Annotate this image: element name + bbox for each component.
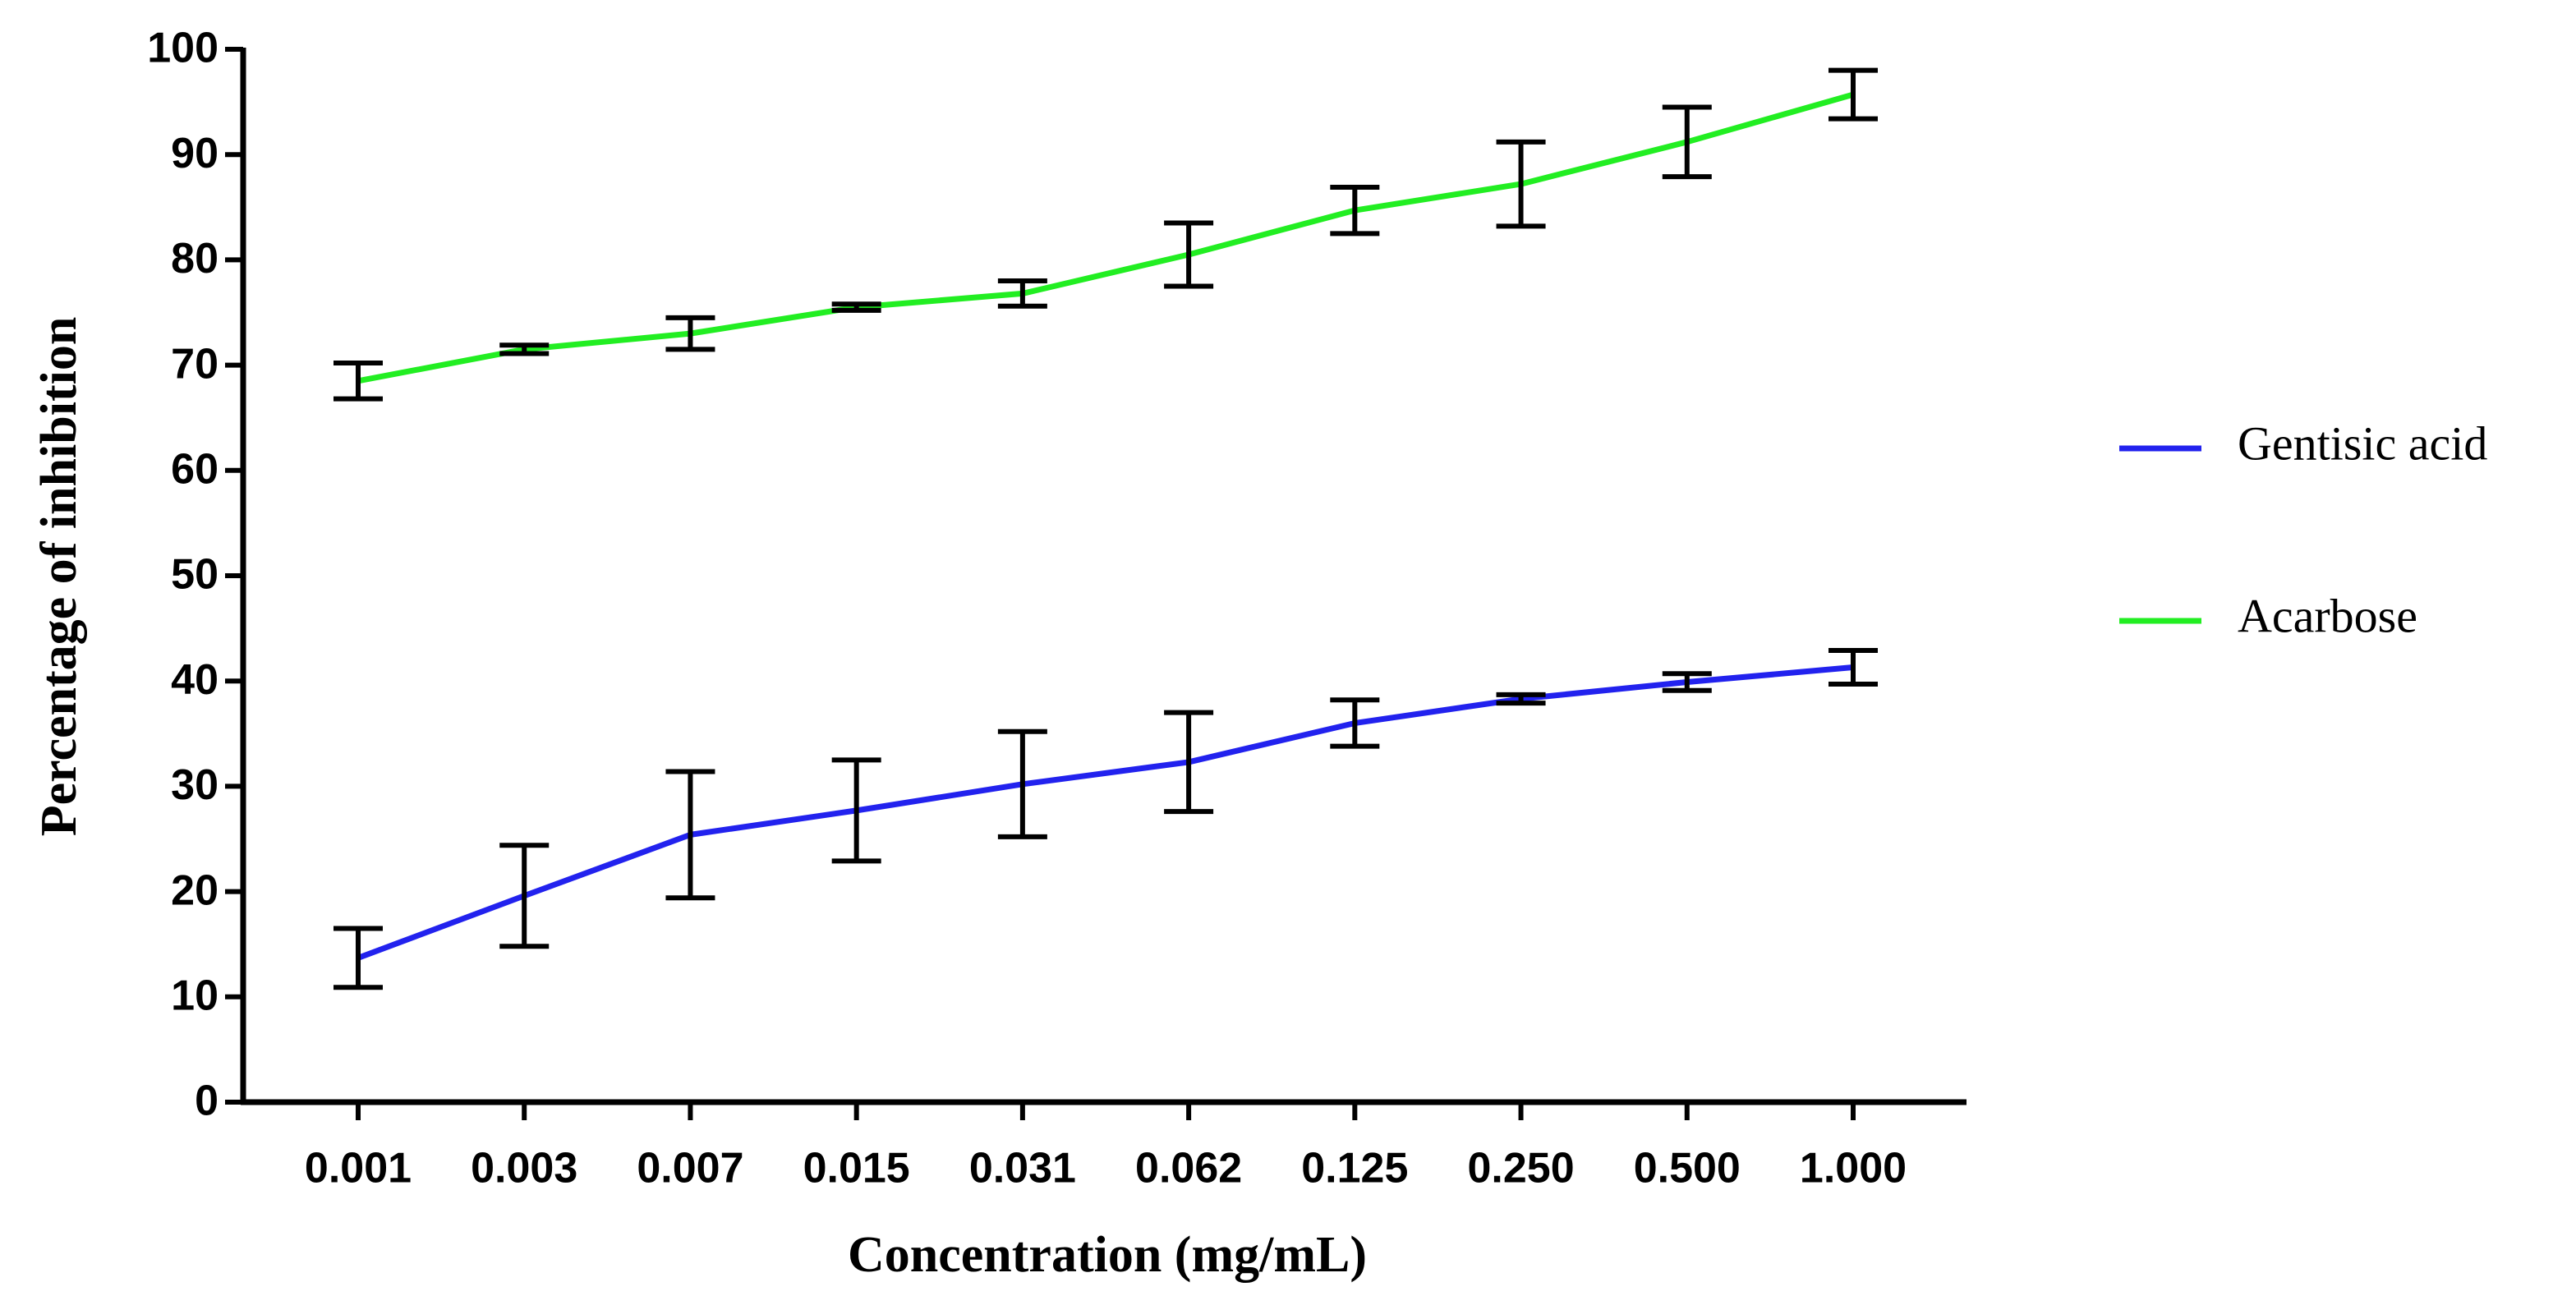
x-tick-label: 0.500 [1634, 1145, 1741, 1192]
error-bar [831, 301, 881, 313]
x-tick-label: 0.031 [969, 1145, 1076, 1192]
y-tick-label: 50 [171, 551, 218, 599]
error-bar [665, 769, 715, 901]
x-tick-label: 0.007 [637, 1145, 743, 1192]
error-bar [1330, 697, 1380, 749]
x-tick-label: 0.001 [305, 1145, 412, 1192]
series-line [357, 91, 1854, 384]
x-tick-label: 0.125 [1301, 1145, 1408, 1192]
y-tick-label: 20 [171, 866, 218, 914]
error-bar [334, 926, 383, 990]
error-bar [1164, 710, 1214, 815]
error-bar [1662, 671, 1712, 693]
legend-label: Acarbose [2238, 589, 2417, 642]
x-tick-label: 0.062 [1135, 1145, 1242, 1192]
y-tick-label: 90 [171, 130, 218, 177]
x-tick-label: 0.003 [471, 1145, 577, 1192]
y-tick-label: 70 [171, 340, 218, 388]
x-tick-label: 1.000 [1800, 1145, 1907, 1192]
y-tick-label: 30 [171, 761, 218, 809]
error-bar [1662, 104, 1712, 180]
error-bar [334, 361, 383, 402]
error-bar [1330, 184, 1380, 237]
x-tick-label: 0.015 [803, 1145, 910, 1192]
error-bar [1828, 648, 1878, 687]
error-bar [499, 843, 550, 949]
y-tick-label: 80 [171, 235, 218, 283]
y-tick-label: 40 [171, 656, 218, 704]
error-bar [499, 342, 550, 356]
y-axis-label: Percentage of inhibition [31, 317, 87, 837]
y-tick-label: 100 [147, 25, 218, 72]
error-bar [665, 315, 715, 352]
error-bar [1496, 692, 1546, 706]
legend-label: Gentisic acid [2238, 416, 2487, 470]
x-tick-label: 0.250 [1467, 1145, 1574, 1192]
y-tick-label: 60 [171, 446, 218, 494]
error-bar [1828, 67, 1878, 122]
error-bar [1496, 139, 1546, 229]
error-bar [1164, 220, 1214, 289]
error-bar [831, 757, 881, 864]
series-line [356, 664, 1854, 961]
error-bar [997, 728, 1047, 839]
y-tick-label: 0 [195, 1078, 218, 1125]
x-axis-label: Concentration (mg/mL) [848, 1227, 1367, 1283]
error-bar [997, 278, 1047, 309]
y-tick-label: 10 [171, 972, 218, 1020]
